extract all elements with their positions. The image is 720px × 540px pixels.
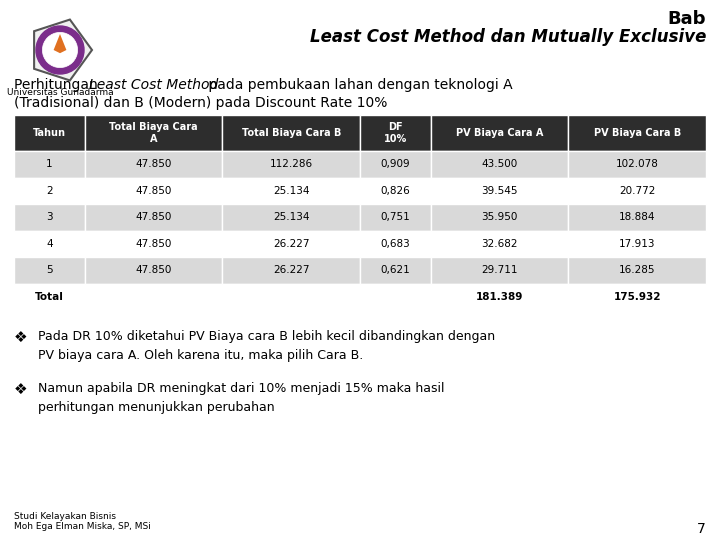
- Text: Perhitungan: Perhitungan: [14, 78, 102, 92]
- Bar: [222, 178, 360, 204]
- Circle shape: [36, 26, 84, 74]
- Text: 5: 5: [46, 265, 53, 275]
- Text: 43.500: 43.500: [482, 159, 518, 169]
- Bar: [568, 115, 706, 151]
- Bar: [14, 178, 85, 204]
- Bar: [568, 204, 706, 231]
- Bar: [431, 204, 568, 231]
- Polygon shape: [53, 34, 66, 53]
- Bar: [568, 231, 706, 257]
- Text: Studi Kelayakan Bisnis: Studi Kelayakan Bisnis: [14, 512, 116, 521]
- Bar: [568, 151, 706, 178]
- Bar: [85, 231, 222, 257]
- Text: Total Biaya Cara B: Total Biaya Cara B: [241, 128, 341, 138]
- Circle shape: [42, 32, 78, 68]
- Text: 0,751: 0,751: [380, 212, 410, 222]
- Bar: [431, 231, 568, 257]
- Text: Total Biaya Cara
A: Total Biaya Cara A: [109, 122, 198, 144]
- Text: ❖: ❖: [14, 330, 27, 345]
- Bar: [568, 284, 706, 310]
- Text: Tahun: Tahun: [33, 128, 66, 138]
- Text: Least Cost Method: Least Cost Method: [89, 78, 218, 92]
- Text: 7: 7: [697, 522, 706, 536]
- Text: 26.227: 26.227: [273, 265, 310, 275]
- Bar: [85, 115, 222, 151]
- Bar: [222, 204, 360, 231]
- Text: 0,683: 0,683: [380, 239, 410, 249]
- Polygon shape: [34, 19, 92, 80]
- Bar: [14, 284, 85, 310]
- Text: 0,621: 0,621: [380, 265, 410, 275]
- Bar: [14, 204, 85, 231]
- Bar: [14, 151, 85, 178]
- Bar: [360, 231, 431, 257]
- Text: 181.389: 181.389: [476, 292, 523, 302]
- Text: 0,826: 0,826: [380, 186, 410, 195]
- Text: 32.682: 32.682: [482, 239, 518, 249]
- Bar: [431, 115, 568, 151]
- Bar: [360, 178, 431, 204]
- Text: 47.850: 47.850: [135, 265, 172, 275]
- Text: 29.711: 29.711: [482, 265, 518, 275]
- Text: 175.932: 175.932: [613, 292, 661, 302]
- Bar: [568, 178, 706, 204]
- Bar: [360, 284, 431, 310]
- Text: 112.286: 112.286: [269, 159, 312, 169]
- Bar: [85, 178, 222, 204]
- Text: 47.850: 47.850: [135, 186, 172, 195]
- Bar: [85, 257, 222, 284]
- Bar: [222, 115, 360, 151]
- Bar: [360, 115, 431, 151]
- Text: 18.884: 18.884: [619, 212, 655, 222]
- Bar: [360, 257, 431, 284]
- Text: 1: 1: [46, 159, 53, 169]
- Bar: [14, 231, 85, 257]
- Text: Total: Total: [35, 292, 64, 302]
- Text: Universitas Gunadarma: Universitas Gunadarma: [6, 88, 113, 97]
- Text: 2: 2: [46, 186, 53, 195]
- Text: Least Cost Method dan Mutually Exclusive: Least Cost Method dan Mutually Exclusive: [310, 28, 706, 46]
- Text: 0,909: 0,909: [381, 159, 410, 169]
- Text: 26.227: 26.227: [273, 239, 310, 249]
- Text: 17.913: 17.913: [619, 239, 655, 249]
- Text: Moh Ega Elman Miska, SP, MSi: Moh Ega Elman Miska, SP, MSi: [14, 522, 151, 531]
- Text: PV Biaya Cara B: PV Biaya Cara B: [593, 128, 681, 138]
- Bar: [360, 204, 431, 231]
- Text: DF
10%: DF 10%: [384, 122, 407, 144]
- Bar: [222, 151, 360, 178]
- Text: PV Biaya Cara A: PV Biaya Cara A: [456, 128, 544, 138]
- Text: 25.134: 25.134: [273, 212, 310, 222]
- Bar: [222, 231, 360, 257]
- Bar: [85, 204, 222, 231]
- Text: 102.078: 102.078: [616, 159, 659, 169]
- Bar: [431, 284, 568, 310]
- Text: Pada DR 10% diketahui PV Biaya cara B lebih kecil dibandingkan dengan
PV biaya c: Pada DR 10% diketahui PV Biaya cara B le…: [38, 330, 495, 362]
- Bar: [222, 257, 360, 284]
- Text: 16.285: 16.285: [619, 265, 655, 275]
- Text: pada pembukaan lahan dengan teknologi A: pada pembukaan lahan dengan teknologi A: [204, 78, 513, 92]
- Text: 39.545: 39.545: [482, 186, 518, 195]
- Bar: [85, 284, 222, 310]
- Bar: [360, 151, 431, 178]
- Bar: [222, 284, 360, 310]
- Text: 47.850: 47.850: [135, 239, 172, 249]
- Bar: [85, 151, 222, 178]
- Bar: [14, 115, 85, 151]
- Text: (Tradisional) dan B (Modern) pada Discount Rate 10%: (Tradisional) dan B (Modern) pada Discou…: [14, 96, 387, 110]
- Text: 3: 3: [46, 212, 53, 222]
- Text: 47.850: 47.850: [135, 159, 172, 169]
- Text: 47.850: 47.850: [135, 212, 172, 222]
- Text: 4: 4: [46, 239, 53, 249]
- Text: Bab: Bab: [667, 10, 706, 28]
- Text: 35.950: 35.950: [482, 212, 518, 222]
- Bar: [14, 257, 85, 284]
- Bar: [568, 257, 706, 284]
- Bar: [431, 178, 568, 204]
- Bar: [431, 151, 568, 178]
- Text: ❖: ❖: [14, 382, 27, 397]
- Text: 25.134: 25.134: [273, 186, 310, 195]
- Text: Namun apabila DR meningkat dari 10% menjadi 15% maka hasil
perhitungan menunjukk: Namun apabila DR meningkat dari 10% menj…: [38, 382, 444, 414]
- Bar: [431, 257, 568, 284]
- Text: 20.772: 20.772: [619, 186, 655, 195]
